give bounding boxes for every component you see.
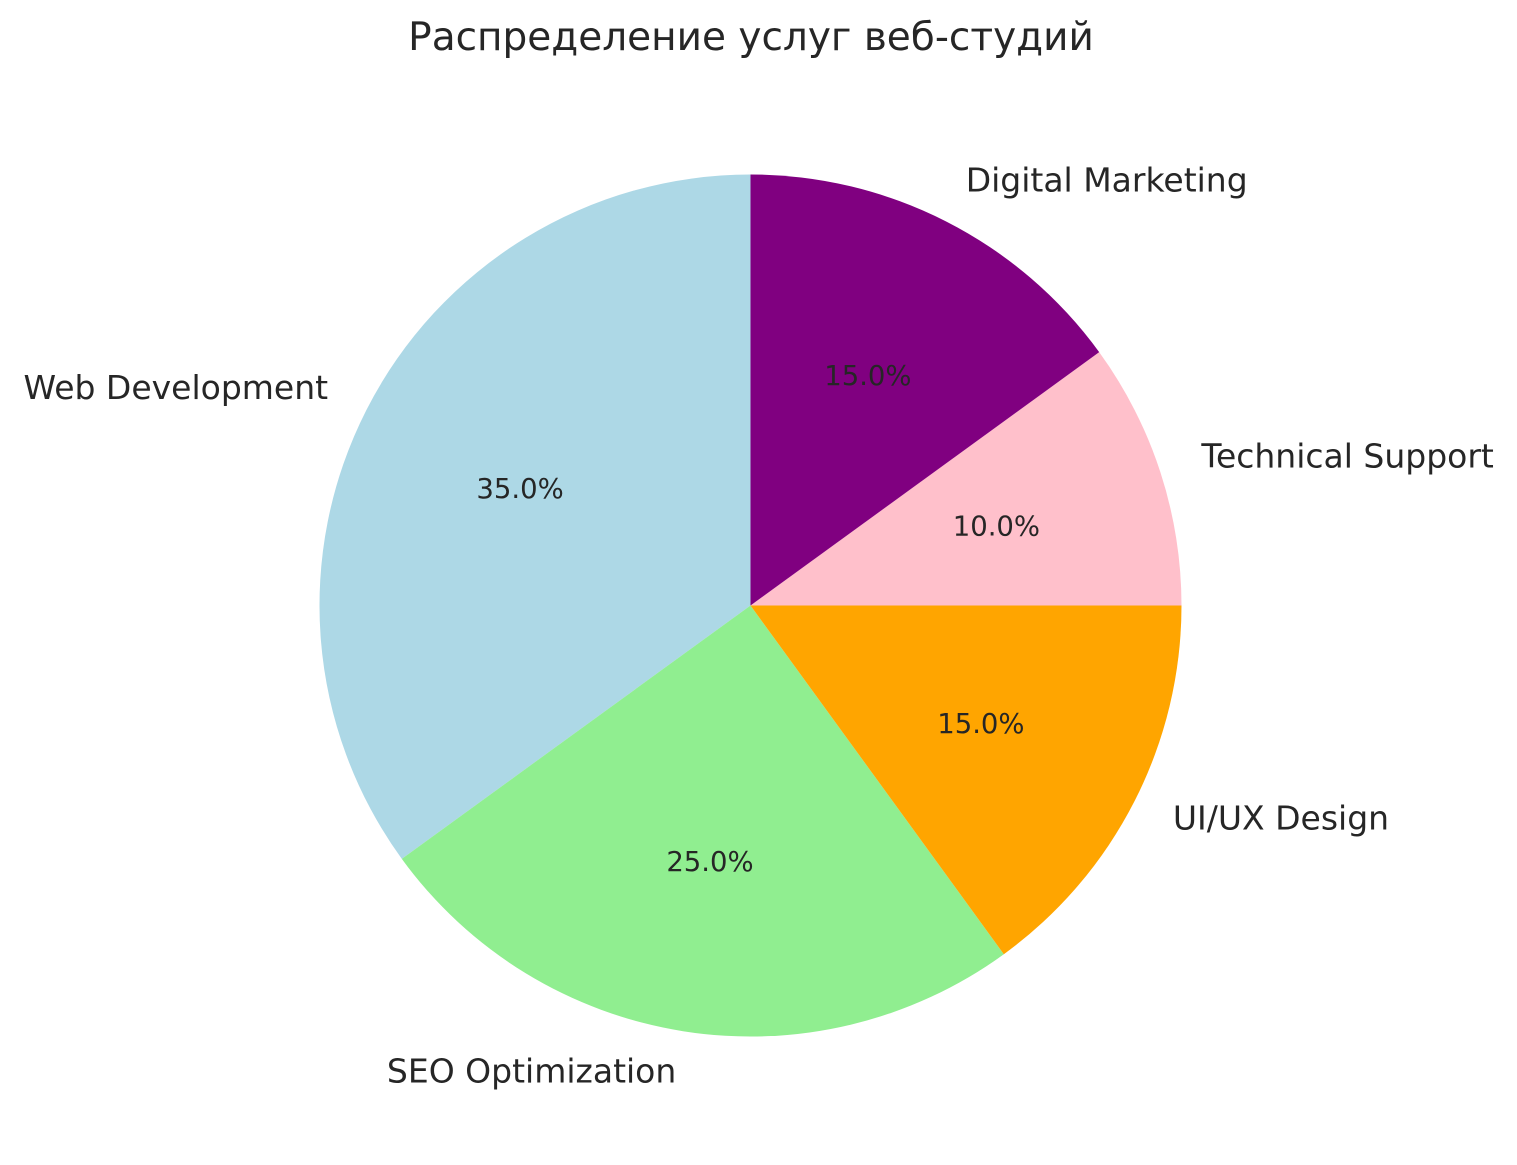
slice-label-seo-optimization: SEO Optimization [387,1051,676,1090]
slice-pct-ui-ux-design: 15.0% [937,708,1024,740]
pie-slice-ui-ux-design [750,605,1182,955]
slice-label-web-development: Web Development [24,368,329,407]
slice-pct-technical-support: 10.0% [953,511,1040,543]
pie-slice-technical-support [750,352,1182,606]
slice-pct-web-development: 35.0% [476,473,563,505]
pie-slice-seo-optimization [401,605,1004,1037]
pie-labels-group: Web Development 35.0% SEO Optimization 25.0… [24,161,1494,1091]
slice-label-ui-ux-design: UI/UX Design [1173,798,1389,837]
pie-slices-group [319,174,1182,1037]
pie-slice-web-development [319,174,751,859]
slice-pct-digital-marketing: 15.0% [824,360,911,392]
slice-pct-seo-optimization: 25.0% [666,846,753,878]
chart-title: Распределение услуг веб-студий [408,15,1094,60]
pie-slice-digital-marketing [750,174,1100,606]
slice-label-technical-support: Technical Support [1200,437,1494,476]
slice-label-digital-marketing: Digital Marketing [966,161,1248,200]
